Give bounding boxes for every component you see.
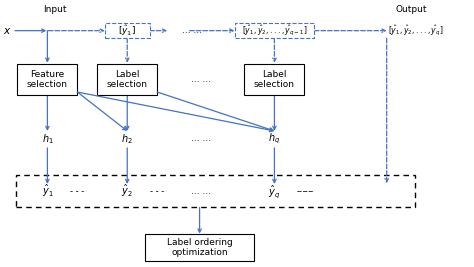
Text: $[\hat{y}_1,\hat{y}_2,...,\hat{y}_q]$: $[\hat{y}_1,\hat{y}_2,...,\hat{y}_q]$ (388, 23, 444, 38)
FancyBboxPatch shape (105, 23, 150, 38)
Text: $\hat{y}_2$: $\hat{y}_2$ (121, 183, 133, 199)
Text: ... ...: ... ... (191, 187, 211, 196)
Text: $\hat{y}_1$: $\hat{y}_1$ (42, 183, 53, 199)
Text: - - -: - - - (297, 187, 311, 196)
Text: Label: Label (262, 70, 287, 79)
Text: $h_2$: $h_2$ (121, 132, 133, 146)
Text: Input: Input (43, 5, 67, 14)
Text: $x$: $x$ (3, 26, 12, 36)
Text: - - -: - - - (150, 187, 164, 196)
FancyBboxPatch shape (235, 23, 314, 38)
Text: ... ...: ... ... (191, 134, 211, 143)
FancyBboxPatch shape (97, 64, 157, 95)
Text: $h_q$: $h_q$ (268, 132, 281, 146)
Text: $\hat{y}_q$: $\hat{y}_q$ (268, 183, 281, 199)
FancyBboxPatch shape (18, 64, 77, 95)
Text: Label ordering: Label ordering (167, 238, 232, 247)
FancyBboxPatch shape (145, 234, 255, 261)
Text: optimization: optimization (171, 248, 228, 257)
FancyBboxPatch shape (16, 175, 415, 207)
Text: selection: selection (107, 80, 148, 89)
Text: - - -: - - - (70, 187, 84, 196)
Text: Label: Label (115, 70, 139, 79)
Text: selection: selection (27, 80, 68, 89)
Text: $[\hat{y}_1,\hat{y}_2,...,\hat{y}_{q-1}]$: $[\hat{y}_1,\hat{y}_2,...,\hat{y}_{q-1}]… (242, 23, 307, 38)
Text: selection: selection (254, 80, 295, 89)
Text: Output: Output (396, 5, 428, 14)
Text: ... ...: ... ... (182, 26, 202, 35)
Text: - - -: - - - (300, 187, 314, 196)
Text: $h_1$: $h_1$ (42, 132, 53, 146)
Text: Feature: Feature (30, 70, 64, 79)
FancyBboxPatch shape (245, 64, 304, 95)
Text: $[\hat{y}_1]$: $[\hat{y}_1]$ (118, 23, 136, 38)
Text: ... ...: ... ... (191, 75, 211, 84)
